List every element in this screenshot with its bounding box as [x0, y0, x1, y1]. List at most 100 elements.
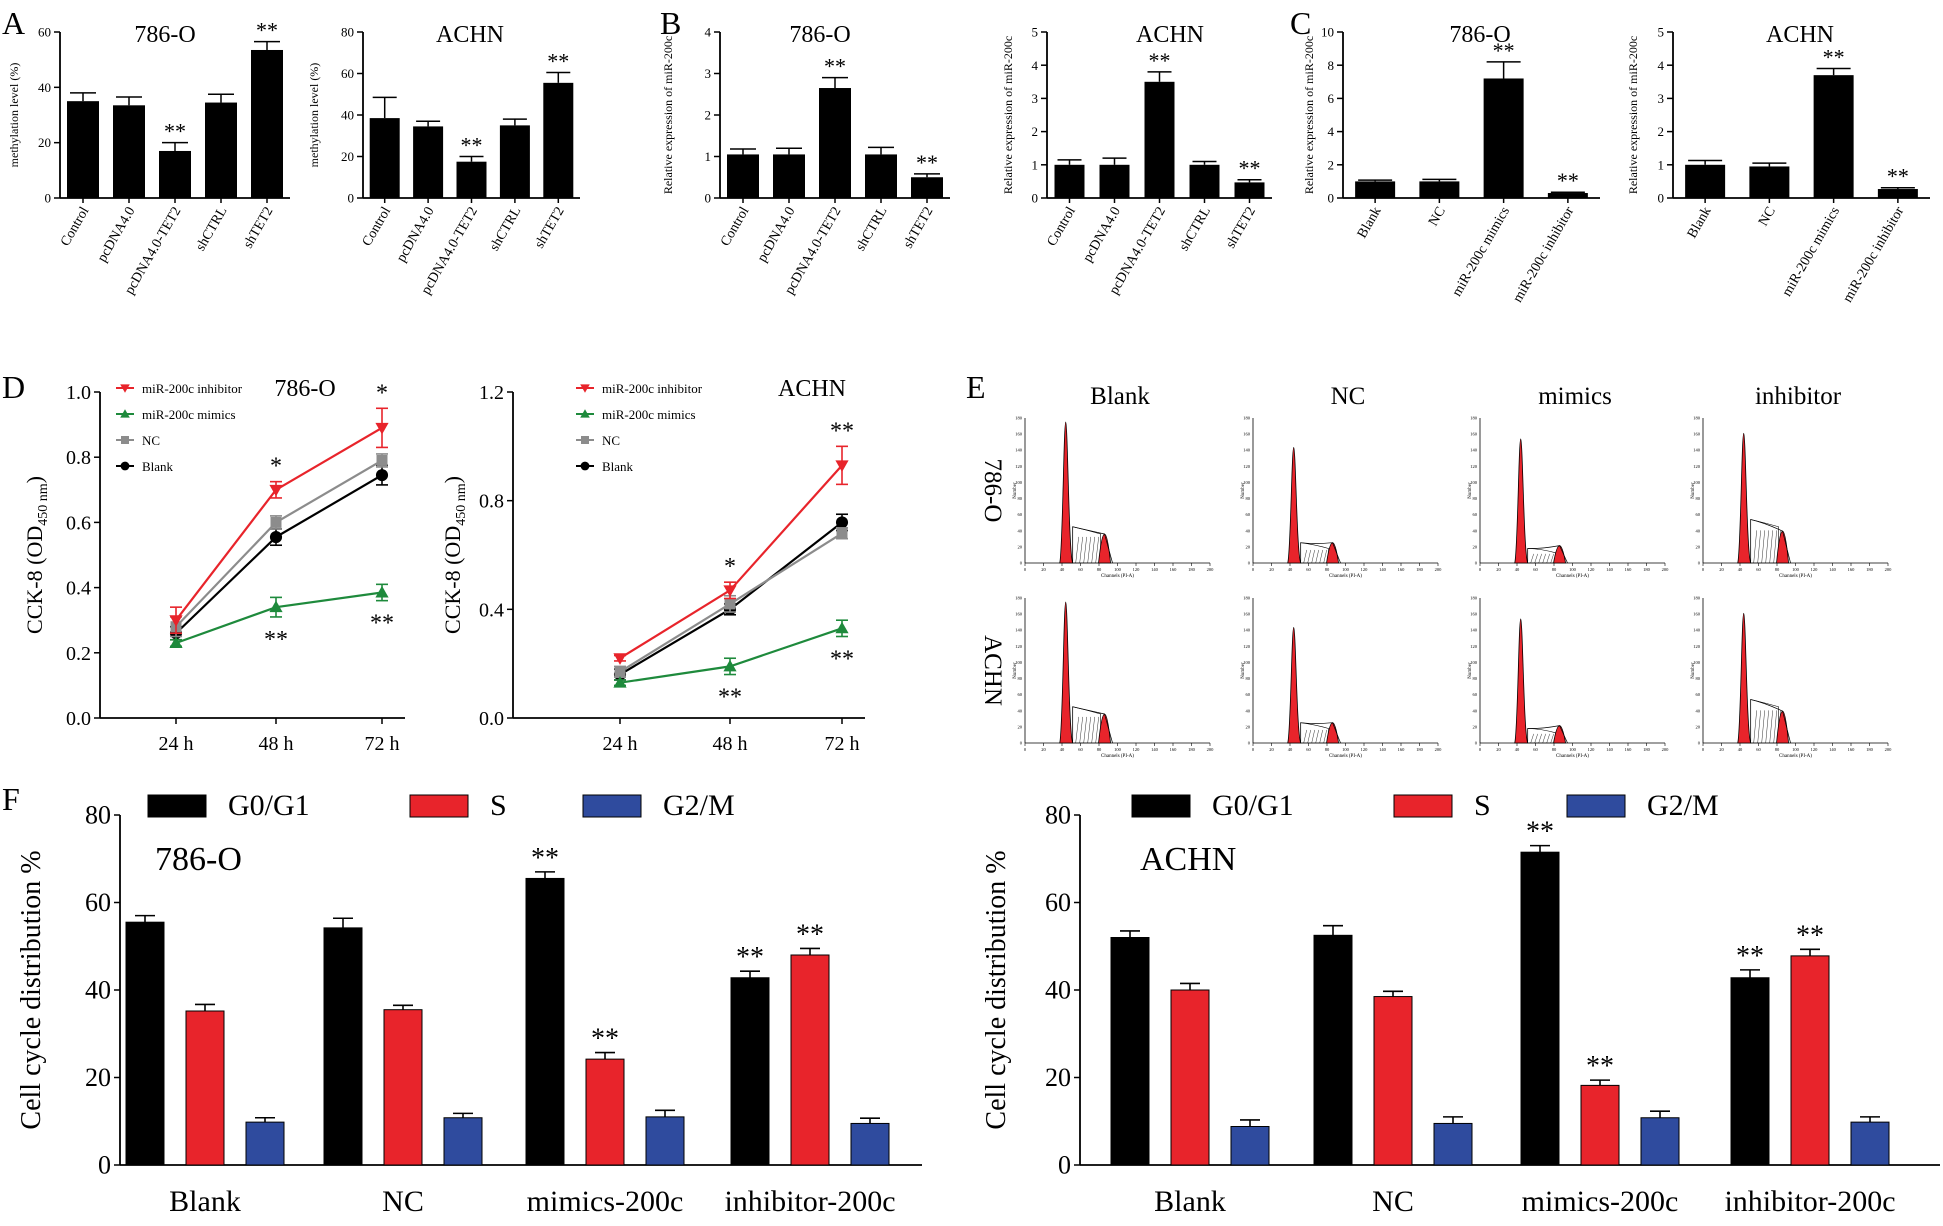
histogram-tick-label: 40 [1738, 567, 1743, 572]
histogram-y-tick-label: 80 [1473, 676, 1478, 681]
histogram-tick-label: 0 [1252, 567, 1255, 572]
s-phase-hatch [1765, 530, 1769, 564]
significance-label: ** [1887, 164, 1909, 189]
chart-title: 786-O [789, 22, 850, 48]
x-tick-label: mimics-200c [1522, 1185, 1679, 1218]
histogram-y-tick-label: 100 [1693, 660, 1701, 665]
histogram-y-tick-label: 160 [1470, 432, 1478, 437]
y-tick-label: 2 [1032, 124, 1039, 139]
histogram-y-tick-label: 40 [1473, 708, 1478, 713]
histogram-y-tick-label: 40 [1018, 528, 1023, 533]
marker-triangle-up [375, 585, 389, 598]
y-tick-label: 0.4 [479, 599, 504, 621]
y-axis-label: Relative expression of miR-200c [1626, 36, 1640, 194]
bar [1520, 851, 1560, 1166]
y-tick-label: 10 [1321, 25, 1334, 40]
legend-label: NC [142, 433, 160, 448]
histogram-y-tick-label: 80 [1246, 496, 1251, 501]
histogram-y-text: Number [1691, 482, 1696, 499]
histogram-tick-label: 140 [1829, 747, 1837, 752]
histogram-tick-label: 200 [1662, 747, 1670, 752]
y-tick-label: 80 [85, 800, 111, 829]
marker-square [121, 436, 129, 444]
histogram-tick-label: 100 [1114, 747, 1122, 752]
bar [1054, 164, 1085, 198]
chart-f-786o: 0 20 40 60 80 786-O Cell cycle distribution % B… [16, 789, 922, 1218]
histogram-y-tick-label: 140 [1693, 448, 1701, 453]
histogram-tick-label: 60 [1756, 747, 1761, 752]
s-phase-hatch [1546, 553, 1550, 564]
y-axis-label-main: CCK-8 (OD [22, 526, 47, 634]
histogram-y-tick-label: 60 [1473, 692, 1478, 697]
bar [1483, 78, 1524, 198]
s-phase-hatch [1075, 716, 1079, 744]
histogram-y-tick-label: 0 [1020, 561, 1023, 566]
s-phase-hatch [1765, 710, 1769, 744]
panel-e-flow-cytometry: Blank NC mimics inhibitor 786-O ACHN 0 20 40 60 80… [979, 383, 1892, 759]
marker-circle [269, 531, 283, 544]
bar [1433, 1122, 1473, 1166]
histogram-y-tick-label: 40 [1696, 528, 1701, 533]
bar [1170, 989, 1210, 1166]
histogram-tick-label: 100 [1342, 747, 1350, 752]
chart-f-achn: 0 20 40 60 80 ACHN Cell cycle distribution % Bl… [981, 789, 1940, 1218]
histogram-y-tick-label: 20 [1018, 724, 1023, 729]
histogram-y-tick-label: 0 [1248, 741, 1251, 746]
x-tick-label: NC [382, 1185, 424, 1218]
histogram-tick-label: 180 [1188, 747, 1196, 752]
y-tick-label: 0 [1032, 191, 1039, 206]
x-tick-label: 48 h [713, 733, 748, 755]
bar [413, 126, 444, 198]
histogram-tick-label: 200 [1207, 747, 1215, 752]
y-tick-label: 0 [1328, 191, 1335, 206]
significance-label: ** [824, 54, 846, 79]
histogram-tick-label: 160 [1170, 567, 1178, 572]
bar [443, 1117, 483, 1166]
y-tick-label: 2 [1658, 124, 1665, 139]
y-tick-label: 3 [1032, 91, 1039, 106]
g1-peak [1514, 438, 1529, 564]
legend-label: miR-200c mimics [602, 407, 696, 422]
y-tick-label: 20 [1045, 1063, 1071, 1092]
histogram-tick-label: 20 [1719, 747, 1724, 752]
histogram-y-tick-label: 160 [1693, 432, 1701, 437]
histogram-y-tick-label: 160 [1015, 432, 1023, 437]
bar [730, 977, 770, 1166]
y-tick-label: 20 [341, 149, 354, 164]
s-phase-hatch [1307, 549, 1311, 564]
s-phase-hatch [1315, 549, 1319, 564]
x-tick-label: pcDNA4.0 [394, 205, 438, 265]
marker-triangle-down [580, 384, 590, 393]
legend-swatch [1393, 794, 1453, 818]
histogram-tick-label: 160 [1398, 567, 1406, 572]
y-tick-label: 4 [1328, 124, 1335, 139]
y-tick-label: 0 [1058, 1150, 1071, 1179]
legend-swatch [582, 794, 642, 818]
histogram-tick-label: 200 [1207, 567, 1215, 572]
histogram-y-tick-label: 60 [1473, 512, 1478, 517]
histogram-y-tick-label: 120 [1243, 644, 1251, 649]
histogram-y-tick-label: 180 [1470, 596, 1478, 601]
histogram-tick-label: 180 [1643, 567, 1651, 572]
histogram-tick-label: 120 [1811, 747, 1819, 752]
histogram-y-tick-label: 20 [1246, 544, 1251, 549]
histogram-tick-label: 140 [1379, 747, 1387, 752]
histogram-tick-label: 60 [1306, 567, 1311, 572]
histogram-y-tick-label: 40 [1018, 708, 1023, 713]
x-tick-label: 48 h [259, 733, 294, 755]
chart-title: ACHN [778, 376, 846, 402]
s-phase-hatch [1311, 549, 1315, 564]
x-tick-label: Blank [1154, 1185, 1226, 1218]
histogram-y-tick-label: 180 [1015, 416, 1023, 421]
s-phase-hatch [1303, 549, 1307, 564]
g1-peak [1514, 618, 1529, 744]
histogram-tick-label: 180 [1643, 747, 1651, 752]
histogram-tick-label: 40 [1060, 567, 1065, 572]
histogram-tick-label: 20 [1041, 747, 1046, 752]
x-tick-label: shCTRL [487, 205, 524, 254]
histogram-y-text: Number [1241, 662, 1246, 679]
histogram-y-tick-label: 140 [1693, 628, 1701, 633]
chart-b-786o: 0 1 2 3 4 786-O Relative expression of miR-200… [661, 22, 950, 297]
chart-title: 786-O [274, 376, 335, 402]
marker-square [614, 666, 626, 678]
